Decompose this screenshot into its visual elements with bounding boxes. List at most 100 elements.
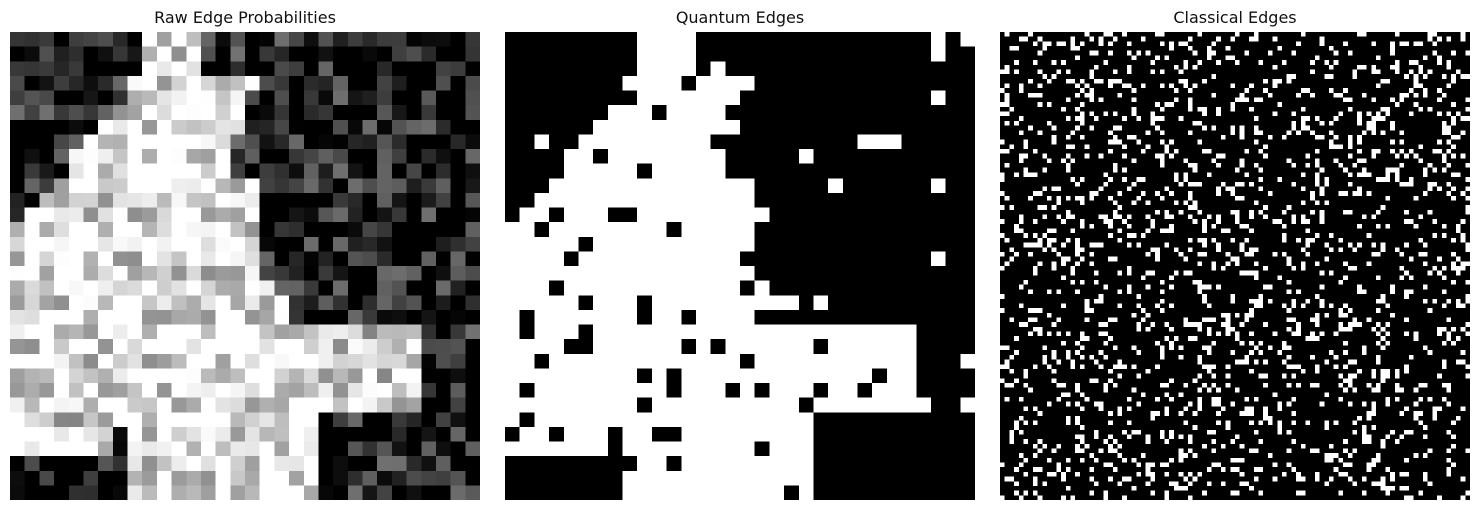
pixel-cell (1286, 256, 1292, 262)
pixel-cell (1032, 467, 1038, 472)
pixel-cell (1169, 46, 1174, 51)
pixel-cell (872, 485, 888, 500)
pixel-cell (1390, 485, 1395, 491)
pixel-cell (857, 426, 873, 442)
pixel-cell (1343, 191, 1348, 196)
pixel-cell (857, 178, 873, 194)
pixel-cell (10, 236, 25, 252)
pixel-cell (1460, 261, 1466, 266)
pixel-cell (886, 46, 902, 62)
pixel-cell (725, 353, 741, 369)
pixel-cell (333, 266, 349, 281)
pixel-cell (1000, 149, 1005, 154)
pixel-cell (1108, 256, 1113, 262)
pixel-cell (1145, 467, 1151, 472)
pixel-cell (901, 295, 917, 311)
pixel-cell (1366, 415, 1372, 421)
pixel-cell (857, 309, 873, 325)
pixel-cell (901, 222, 917, 238)
pixel-cell (259, 339, 275, 355)
pixel-cell (1047, 120, 1052, 126)
pixel-cell (303, 75, 319, 91)
pixel-cell (1343, 167, 1348, 173)
pixel-cell (740, 412, 755, 428)
pixel-cell (142, 163, 158, 179)
pixel-cell (347, 266, 363, 281)
pixel-cell (406, 32, 422, 47)
pixel-cell (1051, 354, 1057, 360)
pixel-cell (1159, 429, 1165, 435)
pixel-cell (1267, 298, 1273, 304)
pixel-cell (24, 163, 40, 179)
pixel-cell (1188, 102, 1193, 107)
pixel-cell (1272, 83, 1278, 89)
pixel-cell (1267, 415, 1273, 421)
pixel-cell (68, 222, 84, 238)
pixel-cell (1202, 242, 1207, 248)
pixel-cell (916, 339, 932, 355)
pixel-cell (1253, 163, 1259, 168)
pixel-cell (1249, 308, 1254, 313)
pixel-cell (1423, 471, 1428, 477)
pixel-cell (215, 251, 231, 267)
pixel-cell (83, 324, 99, 340)
pixel-cell (1216, 36, 1221, 42)
pixel-cell (1136, 373, 1141, 379)
pixel-cell (1282, 223, 1287, 229)
pixel-cell (1070, 280, 1076, 285)
pixel-cell (534, 222, 550, 238)
pixel-cell (1103, 383, 1109, 388)
pixel-cell (695, 368, 711, 384)
pixel-cell (695, 456, 711, 472)
pixel-cell (1173, 247, 1179, 252)
pixel-cell (1192, 205, 1198, 210)
pixel-cell (1296, 326, 1301, 332)
pixel-cell (916, 456, 932, 472)
pixel-cell (318, 32, 334, 47)
pixel-cell (1230, 125, 1235, 131)
pixel-cell (1347, 97, 1353, 103)
pixel-cell (406, 105, 422, 121)
pixel-cell (1037, 237, 1043, 243)
pixel-cell (1032, 406, 1038, 412)
pixel-cell (1385, 322, 1391, 327)
pixel-cell (171, 383, 187, 398)
pixel-cell (1423, 425, 1428, 430)
pixel-cell (1108, 83, 1113, 89)
pixel-cell (127, 192, 143, 208)
pixel-cell (695, 441, 711, 457)
pixel-cell (39, 456, 55, 472)
pixel-cell (534, 485, 550, 500)
pixel-cell (347, 353, 363, 369)
pixel-cell (347, 470, 363, 486)
pixel-cell (1451, 340, 1456, 346)
pixel-cell (1423, 345, 1428, 351)
pixel-cell (1258, 97, 1264, 103)
pixel-cell (1230, 237, 1235, 243)
pixel-cell (1032, 490, 1038, 496)
pixel-cell (142, 397, 158, 413)
pixel-cell (1169, 326, 1174, 332)
pixel-cell (230, 383, 246, 398)
pixel-cell (681, 353, 697, 369)
pixel-cell (549, 207, 565, 223)
pixel-cell (289, 32, 305, 47)
pixel-cell (1319, 303, 1325, 309)
pixel-cell (362, 339, 378, 355)
pixel-cell (857, 412, 873, 428)
pixel-cell (725, 309, 741, 325)
pixel-cell (39, 90, 55, 106)
pixel-cell (259, 90, 275, 106)
pixel-cell (362, 178, 378, 194)
pixel-cell (259, 192, 275, 208)
pixel-cell (798, 134, 814, 150)
pixel-cell (666, 105, 682, 121)
pixel-cell (1239, 125, 1245, 131)
pixel-cell (303, 46, 319, 62)
pixel-cell (960, 119, 975, 135)
pixel-cell (1079, 247, 1085, 252)
pixel-cell (1197, 120, 1203, 126)
pixel-cell (1376, 111, 1381, 117)
pixel-cell (1239, 97, 1245, 103)
pixel-cell (142, 192, 158, 208)
